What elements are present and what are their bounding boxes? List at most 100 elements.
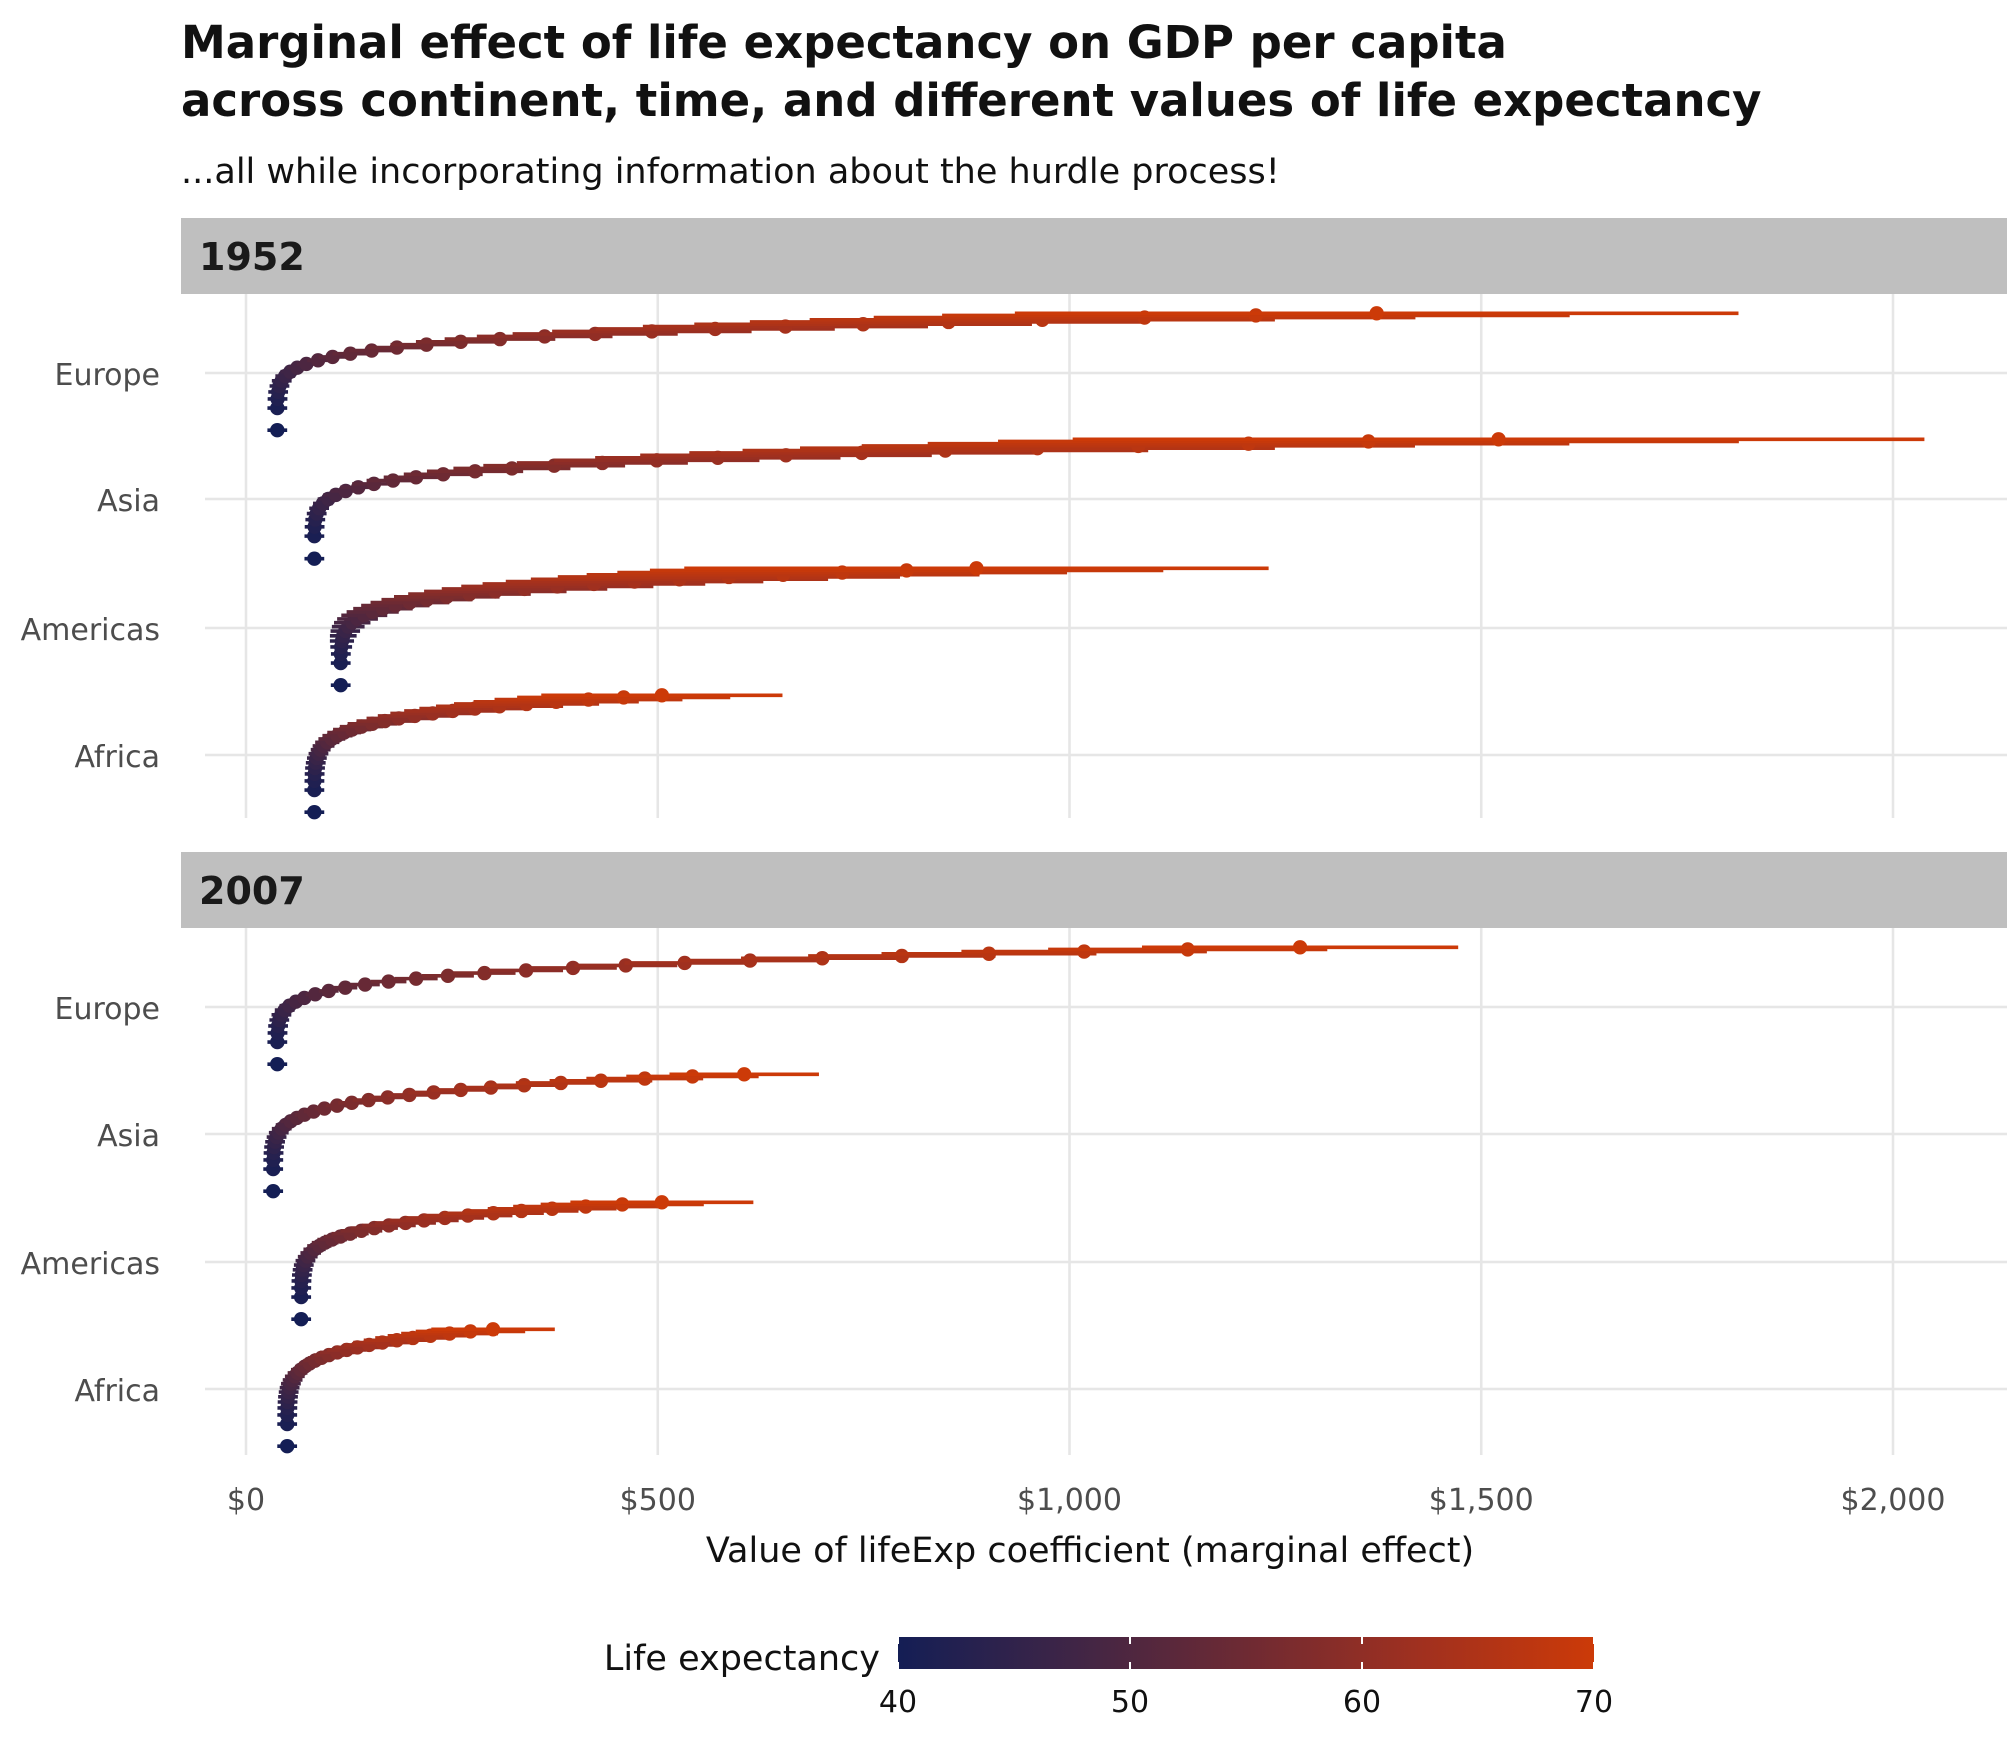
x-axis: $0 $500 $1,000 $1,500 $2,000 (227, 1483, 1946, 1518)
data-point (467, 464, 483, 479)
series-asia (304, 432, 1925, 566)
data-point (1361, 434, 1376, 449)
data-point (1248, 308, 1264, 323)
legend: Life expectancy 40 50 60 70 (604, 1637, 1613, 1720)
data-point (742, 953, 758, 968)
data-point (270, 1056, 285, 1072)
chart-subtitle: ...all while incorporating information a… (181, 152, 1280, 192)
data-point (485, 1322, 501, 1337)
data-point (408, 971, 424, 986)
data-point (815, 951, 830, 966)
y-tick-label-africa: Africa (74, 1374, 160, 1409)
data-point (361, 1092, 376, 1108)
chart-title-line-2: across continent, time, and different va… (181, 74, 1762, 127)
data-point (270, 422, 285, 438)
data-point (408, 470, 424, 485)
data-point (402, 1087, 417, 1103)
x-tick-label: $1,500 (1429, 1483, 1534, 1518)
data-point (1491, 432, 1506, 447)
data-point (307, 551, 322, 566)
data-point (321, 983, 336, 999)
y-tick-label-americas: Americas (21, 613, 160, 648)
panel-2007: 2007 Europe Asia Americas Africa (21, 852, 2007, 1455)
data-point (899, 563, 914, 578)
series-americas (329, 561, 1269, 693)
panel-strip-label: 1952 (199, 235, 305, 279)
panel-strip (181, 852, 2007, 928)
legend-tick-label: 70 (1575, 1685, 1613, 1720)
data-point (385, 473, 401, 488)
data-point (616, 690, 631, 705)
x-tick-label: $1,000 (1017, 1483, 1122, 1518)
data-point (279, 1438, 295, 1454)
data-point (440, 968, 456, 984)
panel-strip (181, 218, 2007, 294)
legend-colorbar (898, 1637, 1594, 1669)
series-africa (277, 1322, 555, 1454)
legend-tick-label: 60 (1343, 1685, 1381, 1720)
data-point (677, 955, 692, 971)
data-point (483, 1080, 499, 1095)
data-point (615, 1197, 630, 1212)
y-tick-label-asia: Asia (97, 1119, 160, 1154)
data-point (1076, 944, 1092, 959)
y-tick-label-americas: Americas (21, 1247, 160, 1282)
data-point (477, 965, 492, 981)
x-tick-label: $2,000 (1841, 1483, 1946, 1518)
data-point (453, 1082, 468, 1098)
data-point (453, 334, 468, 350)
y-tick-label-europe: Europe (55, 358, 161, 393)
series-americas (291, 1195, 754, 1327)
data-point (389, 340, 405, 355)
panels-layer: 1952 Europe Asia Americas Africa 2007 Europe As… (21, 218, 2007, 1518)
data-point (637, 1071, 652, 1086)
data-point (380, 1090, 395, 1105)
data-point (654, 1195, 670, 1210)
data-point (518, 963, 534, 978)
data-point (593, 1073, 609, 1088)
data-point (685, 1069, 700, 1084)
legend-tick-label: 40 (879, 1685, 917, 1720)
data-point (654, 688, 670, 703)
data-point (426, 1085, 441, 1100)
data-point (419, 337, 434, 352)
x-tick-label: $0 (227, 1483, 265, 1518)
data-point (343, 346, 358, 361)
data-point (338, 980, 353, 995)
data-point (516, 1078, 532, 1093)
legend-tick-label: 50 (1111, 1685, 1149, 1720)
series-asia (263, 1067, 819, 1199)
data-point (436, 467, 451, 482)
data-point (317, 1101, 332, 1116)
y-tick-label-africa: Africa (74, 740, 160, 775)
series-africa (304, 688, 783, 820)
x-axis-title: Value of lifeExp coefficient (marginal e… (706, 1531, 1474, 1571)
data-point (265, 1183, 281, 1199)
x-tick-label: $500 (620, 1483, 696, 1518)
legend-title: Life expectancy (604, 1639, 880, 1679)
data-point (1180, 942, 1195, 957)
data-point (1369, 306, 1384, 321)
data-point (364, 343, 379, 358)
data-point (308, 987, 323, 1002)
data-point (492, 331, 508, 347)
series-europe (267, 306, 1739, 438)
y-tick-label-asia: Asia (97, 484, 160, 519)
data-point (357, 977, 373, 992)
data-point (381, 974, 396, 989)
data-point (463, 1324, 478, 1339)
series-europe (267, 940, 1459, 1072)
y-tick-label-europe: Europe (55, 992, 161, 1027)
data-point (344, 1095, 359, 1111)
data-point (1292, 940, 1308, 955)
data-point (333, 677, 348, 693)
data-point (618, 958, 633, 973)
data-point (537, 329, 552, 344)
data-point (329, 1098, 345, 1113)
data-point (293, 1311, 309, 1327)
data-point (565, 960, 581, 976)
data-point (737, 1067, 752, 1082)
chart-title-line-1: Marginal effect of life expectancy on GD… (181, 16, 1507, 69)
